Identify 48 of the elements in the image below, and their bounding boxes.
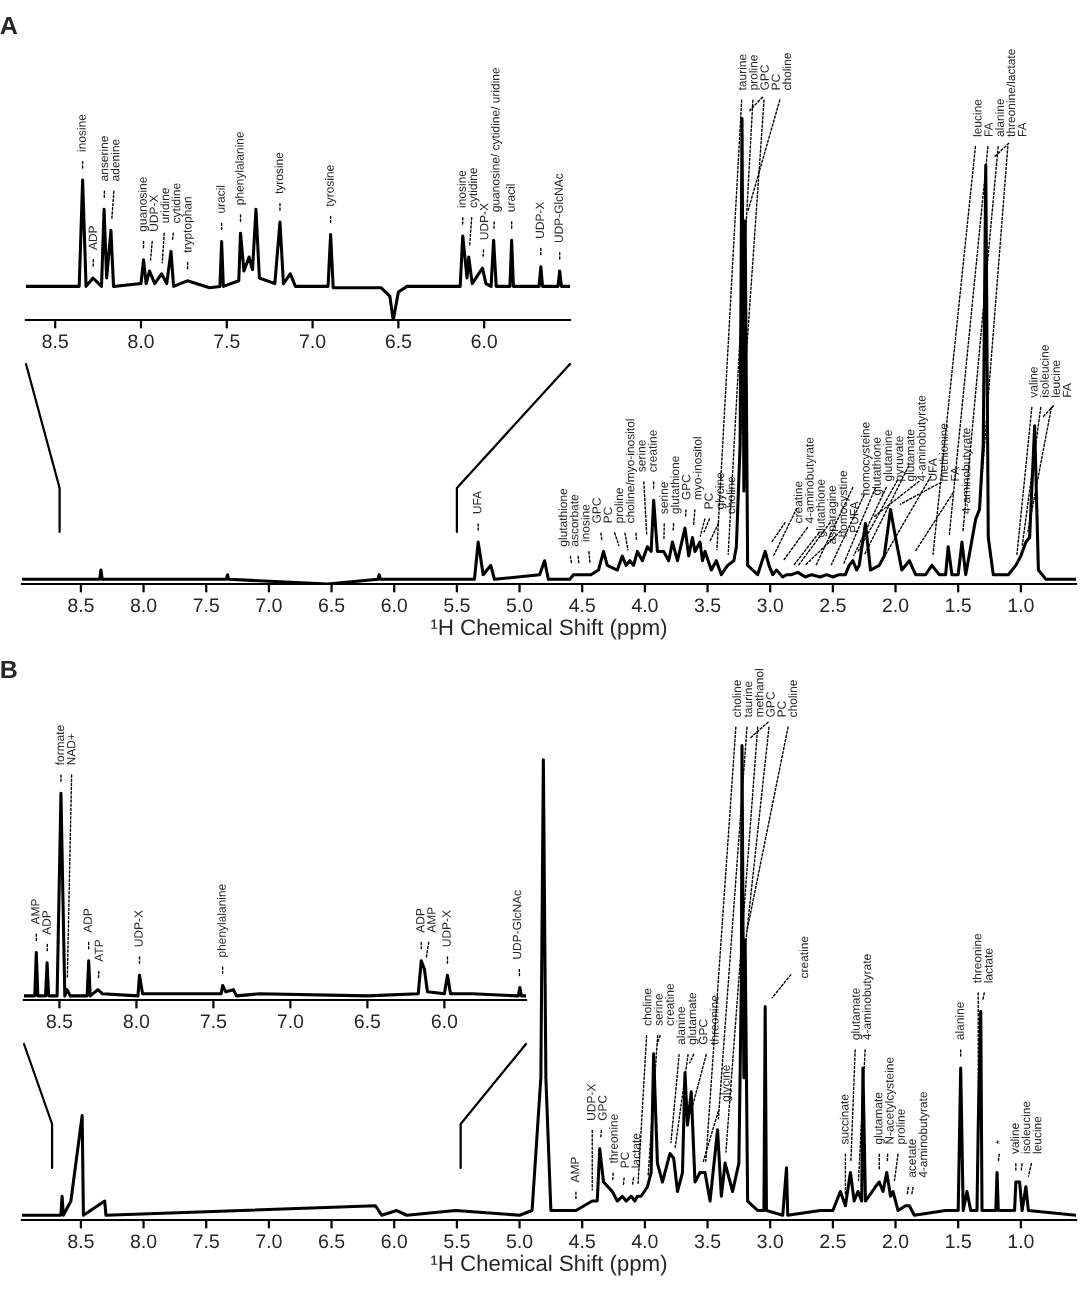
x-tick-label: 5.5 (444, 1234, 470, 1249)
x-tick-label: 6.5 (354, 1014, 381, 1029)
x-tick-label: 7.0 (256, 598, 282, 613)
x-tick-label: 6.0 (381, 598, 407, 613)
x-tick-label: 7.5 (200, 1014, 227, 1029)
chart-title: B (1, 660, 17, 679)
x-tick-label: 2.0 (882, 1234, 909, 1249)
x-tick-label: 7.5 (214, 334, 240, 349)
x-tick-label: 2.5 (820, 598, 846, 613)
x-tick-label: 4.0 (631, 1234, 658, 1249)
x-tick-label: 6.5 (319, 1234, 345, 1249)
x-axis-title: ¹H Chemical Shift (ppm) (431, 618, 667, 640)
x-tick-label: 3.5 (694, 1234, 721, 1249)
x-tick-label: 8.5 (42, 334, 68, 349)
x-tick-label: 8.0 (130, 598, 157, 613)
x-tick-label: 8.5 (46, 1014, 73, 1029)
x-tick-label: 3.5 (694, 598, 721, 613)
x-tick-label: 6.0 (431, 1014, 458, 1029)
x-tick-label: 5.0 (506, 1234, 533, 1249)
x-tick-label: 7.0 (300, 334, 326, 349)
x-tick-label: 6.0 (381, 1234, 407, 1249)
x-tick-label: 8.0 (128, 334, 154, 349)
x-tick-label: 6.5 (385, 334, 412, 349)
x-tick-label: 1.5 (946, 598, 971, 613)
x-tick-label: 8.5 (68, 598, 94, 613)
x-tick-label: 6.0 (471, 334, 497, 349)
x-tick-label: 7.0 (277, 1014, 304, 1029)
x-tick-label: 8.0 (130, 1234, 157, 1249)
x-tick-label: 8.0 (123, 1014, 150, 1029)
x-tick-label: 4.5 (569, 1234, 595, 1249)
x-tick-label: 7.5 (193, 598, 219, 613)
x-tick-label: 6.5 (319, 598, 345, 613)
x-tick-label: 7.5 (193, 1234, 219, 1249)
chart-title: A (0, 16, 18, 35)
x-tick-label: 1.5 (946, 1234, 971, 1249)
x-tick-label: 5.0 (506, 598, 533, 613)
x-tick-label: 3.0 (757, 598, 783, 613)
x-tick-label: 2.5 (820, 1234, 846, 1249)
x-tick-label: 4.0 (631, 598, 658, 613)
x-tick-label: 2.0 (882, 598, 909, 613)
x-tick-label: 1.0 (1008, 598, 1034, 613)
x-tick-label: 3.0 (757, 1234, 783, 1249)
x-tick-label: 1.0 (1008, 1234, 1034, 1249)
x-tick-label: 8.5 (68, 1234, 94, 1249)
x-tick-label: 4.5 (569, 598, 595, 613)
x-axis-title: ¹H Chemical Shift (ppm) (431, 1254, 667, 1276)
x-tick-label: 7.0 (256, 1234, 282, 1249)
x-tick-label: 5.5 (444, 598, 470, 613)
